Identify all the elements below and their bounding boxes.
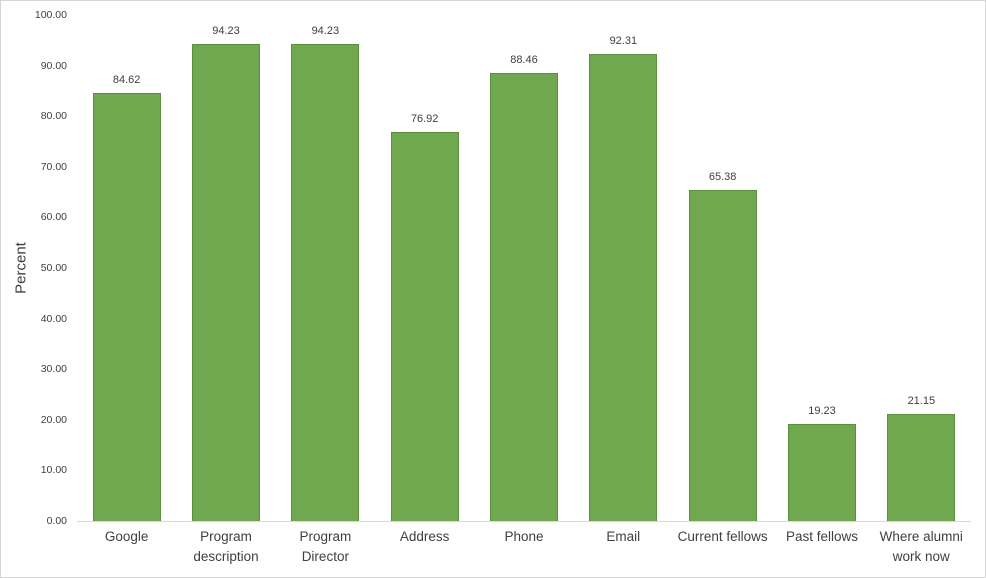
x-axis-label: Program Director <box>299 529 352 565</box>
bar-address <box>390 131 459 521</box>
x-axis-label: Past fellows <box>785 529 858 544</box>
y-axis-tick-label: 70.00 <box>40 160 67 173</box>
bar-value-label-program-director: 94.23 <box>311 25 340 38</box>
plot-area: 84.62 94.23 94.23 76.92 88.46 92.31 65.38 19.23… <box>77 15 971 522</box>
y-axis-tick-label: 30.00 <box>40 363 67 376</box>
bar-program-director <box>291 44 360 521</box>
bar-value-label-program-description: 94.23 <box>212 25 240 38</box>
y-axis-tick-label: 90.00 <box>40 59 67 72</box>
bar-value-label-email: 92.31 <box>609 34 638 47</box>
bar-value-label-address: 76.92 <box>410 112 439 125</box>
bar-current-fellows <box>688 190 757 521</box>
y-axis-tick-label: 40.00 <box>40 312 67 325</box>
bar-program-description <box>192 44 260 521</box>
bar-value-label-google: 84.62 <box>112 73 141 86</box>
x-axis-label: Program description <box>193 529 259 565</box>
bar-value-label-past-fellows: 19.23 <box>808 404 836 417</box>
x-axis-label: Phone <box>504 529 544 544</box>
bar-phone <box>490 73 558 521</box>
y-axis-tick-label: 100.00 <box>34 9 67 21</box>
x-axis-label: Current fellows <box>677 529 768 544</box>
x-axis-label: Google <box>104 529 149 544</box>
y-axis-tick-label: 10.00 <box>40 464 67 477</box>
x-axis-labels: Google Program description Program Directo… <box>77 527 971 568</box>
y-axis-tick-label: 0.00 <box>46 515 67 527</box>
x-axis-label: Address <box>399 529 450 544</box>
x-axis-label: Where alumni work now <box>879 529 963 565</box>
bar-email <box>589 53 658 521</box>
bar-where-alumni-work-now <box>887 413 956 521</box>
bar-value-label-phone: 88.46 <box>510 54 538 67</box>
y-axis-tick-label: 80.00 <box>40 110 67 123</box>
bar-past-fellows <box>788 423 856 521</box>
y-axis-tick-label: 50.00 <box>40 262 67 274</box>
y-axis-tick-label: 60.00 <box>40 211 67 224</box>
x-axis-label: Email <box>606 529 641 544</box>
bar-value-label-current-fellows: 65.38 <box>708 171 737 184</box>
y-axis-tick-label: 20.00 <box>40 413 67 426</box>
bar-value-label-where-alumni-work-now: 21.15 <box>907 394 936 407</box>
bar-google <box>92 92 161 521</box>
